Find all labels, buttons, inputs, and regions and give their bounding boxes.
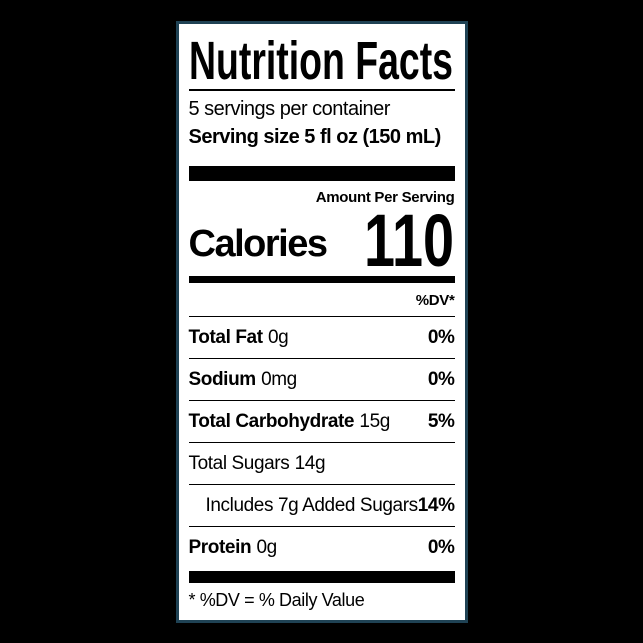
title-rule xyxy=(188,88,455,91)
nutrient-amount: 15g xyxy=(359,410,390,432)
nutrient-row-protein: Protein 0g 0% xyxy=(189,527,455,568)
label-title: Nutrition Facts xyxy=(189,34,453,84)
nutrient-row-sodium: Sodium 0mg 0% xyxy=(188,359,455,401)
serving-size: Serving size 5 fl oz (150 mL) xyxy=(188,125,442,148)
nutrient-dv: 0% xyxy=(427,536,455,558)
footnote: * %DV = % Daily Value xyxy=(188,589,365,610)
nutrient-row-total-fat: Total Fat 0g 0% xyxy=(188,317,455,359)
nutrient-dv: 5% xyxy=(427,410,455,432)
amount-per-serving-label: Amount Per Serving xyxy=(315,188,455,206)
daily-value-header: %DV* xyxy=(188,283,455,317)
nutrient-row-added-sugars: Includes 7g Added Sugars 14% xyxy=(188,485,455,527)
nutrient-amount: 14g xyxy=(294,452,326,474)
nutrient-dv: 14% xyxy=(417,494,455,516)
nutrient-left: Total Sugars 14g xyxy=(189,453,326,474)
nutrient-amount: 0g xyxy=(267,326,289,348)
nutrient-name: Total Carbohydrate xyxy=(188,410,355,432)
nutrient-name: Includes 7g Added Sugars xyxy=(205,494,419,516)
nutrient-name: Protein xyxy=(188,536,252,558)
servings-per-container: 5 servings per container xyxy=(188,97,391,120)
nutrient-name: Total Sugars xyxy=(188,452,290,474)
nutrition-facts-label: Nutrition Facts 5 servings per container… xyxy=(175,20,468,623)
nutrient-row-total-carbohydrate: Total Carbohydrate 15g 5% xyxy=(188,401,455,443)
nutrient-name: Total Fat xyxy=(188,326,264,348)
calories-label: Calories xyxy=(188,222,328,265)
nutrient-amount: 0mg xyxy=(261,368,297,390)
nutrient-left: Protein 0g xyxy=(188,536,278,558)
nutrient-left: Sodium 0mg xyxy=(188,368,298,390)
thick-separator-bar-bottom xyxy=(188,570,455,583)
nutrient-left: Total Fat 0g xyxy=(189,327,289,348)
calories-value-text: 110 xyxy=(364,210,454,268)
label-title-text: Nutrition Facts xyxy=(189,34,453,84)
calories-value: 110 xyxy=(364,210,454,268)
nutrient-left: Total Carbohydrate 15g xyxy=(188,410,391,432)
nutrient-dv: 0% xyxy=(427,368,455,390)
thick-separator-bar-top xyxy=(188,165,455,181)
nutrient-name: Sodium xyxy=(188,368,257,390)
nutrient-row-total-sugars: Total Sugars 14g xyxy=(188,443,455,485)
nutrient-amount: 0g xyxy=(256,536,277,558)
nutrient-left: Includes 7g Added Sugars xyxy=(189,494,419,516)
calories-row: Calories 110 xyxy=(189,208,455,268)
medium-separator-bar xyxy=(188,275,455,283)
nutrient-dv: 0% xyxy=(427,326,455,348)
